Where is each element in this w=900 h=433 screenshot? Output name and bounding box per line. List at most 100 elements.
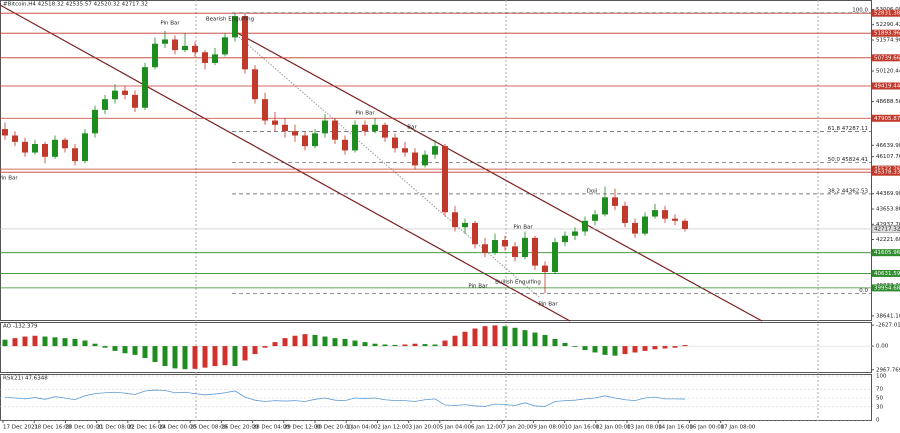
candle-body <box>312 133 318 147</box>
candle-body <box>202 52 208 63</box>
candle-body <box>232 16 238 38</box>
candle-body <box>582 220 588 232</box>
x-tick-label: 14 Jan 16:00 <box>658 425 693 431</box>
candle-body <box>522 237 528 258</box>
candle-body <box>192 45 198 53</box>
candle-body <box>62 139 68 149</box>
level-tag <box>872 54 900 62</box>
ao-bar <box>272 342 278 347</box>
ao-bar <box>32 335 38 347</box>
ao-panel <box>0 322 872 373</box>
x-tick-label: 2 Jan 12:00 <box>377 425 409 431</box>
candle-body <box>492 240 498 253</box>
candle-body <box>362 124 368 132</box>
x-tick-label: 18 Dec 16:00 <box>34 425 71 431</box>
ao-bar <box>582 346 588 351</box>
level-tag-label: 39954.68 <box>874 285 900 291</box>
ao-bar <box>462 331 468 347</box>
candle-body <box>252 69 258 100</box>
ao-bar <box>482 326 488 347</box>
rsi-tick-label: 100 <box>876 374 887 380</box>
annotation: Pin Bar <box>538 302 558 308</box>
candle-body <box>2 129 8 136</box>
candle-body <box>12 135 18 142</box>
candle-body <box>72 148 78 162</box>
ao-bar <box>422 344 428 347</box>
candle-body <box>122 90 128 95</box>
ao-bar <box>172 346 178 369</box>
candle-body <box>392 137 398 149</box>
ao-bar <box>192 346 198 369</box>
ao-bar <box>672 346 678 348</box>
ao-bar <box>612 346 618 356</box>
candle-body <box>432 146 438 155</box>
ao-bar <box>352 340 358 347</box>
candle-body <box>342 139 348 151</box>
candle-body <box>482 244 488 253</box>
y-tick-label: 50120.44 <box>876 69 900 75</box>
ao-bar <box>102 346 108 348</box>
x-tick-label: 20 Dec 00:00 <box>65 425 102 431</box>
y-tick-label: 42221.60 <box>876 237 900 243</box>
x-tick-label: 17 Jan 08:00 <box>721 425 756 431</box>
annotation: Pin Bar <box>160 21 180 27</box>
ao-bar <box>62 338 68 347</box>
x-tick-label: 25 Dec 08:00 <box>190 425 227 431</box>
ao-bar <box>652 346 658 350</box>
ao-bar <box>212 346 218 367</box>
level-tag-label: 50739.66 <box>874 55 900 61</box>
ao-bar <box>202 346 208 368</box>
x-tick-label: 26 Dec 20:00 <box>221 425 258 431</box>
ao-bar <box>22 336 28 347</box>
ao-bar <box>152 346 158 363</box>
ao-bar <box>262 346 268 348</box>
ao-bar <box>412 343 418 347</box>
candle-body <box>472 222 478 245</box>
candle-body <box>32 144 38 153</box>
x-tick-label: 7 Jan 20:00 <box>502 425 534 431</box>
main-panel <box>0 0 872 321</box>
candle-body <box>272 120 278 125</box>
level-tag-label: 52831.38 <box>874 11 900 17</box>
candle-body <box>52 139 58 157</box>
ao-bar <box>72 338 78 347</box>
x-tick-label: 13 Jan 08:00 <box>627 425 662 431</box>
last-price-tag <box>871 225 900 233</box>
candle-body <box>402 148 408 153</box>
level-tag-label: 47905.87 <box>874 116 900 122</box>
ao-bar <box>642 346 648 351</box>
level-tag-label: 45378.33 <box>874 170 900 176</box>
candle-body <box>262 99 268 121</box>
y-tick-label: 52290.42 <box>876 22 900 28</box>
ao-tick-label: 0.00 <box>876 344 889 350</box>
candle-body <box>182 45 188 51</box>
candle-body <box>282 124 288 132</box>
annotation: Pin Bar <box>355 111 375 117</box>
y-tick-label: 51574.90 <box>876 38 900 44</box>
candle-body <box>162 39 168 44</box>
rsi-tick-label: 30 <box>876 404 883 410</box>
ao-bar <box>472 328 478 347</box>
rsi-panel <box>0 374 872 421</box>
candle-body <box>332 120 338 140</box>
x-tick-label: 30 Dec 20:00 <box>315 425 352 431</box>
x-tick-label: 1 Jan 04:00 <box>346 425 378 431</box>
ao-bar <box>452 335 458 347</box>
fib-label: 38.2 44362.53 <box>828 188 869 194</box>
level-tag <box>872 9 900 17</box>
rsi-line <box>4 389 686 407</box>
candle-body <box>322 120 328 134</box>
level-tag-label: 41605.96 <box>874 250 900 256</box>
candle-body <box>112 90 118 100</box>
channel-line <box>231 29 763 322</box>
ao-bar <box>312 334 318 347</box>
fib-label: 100.0 <box>852 7 868 13</box>
annotation: Bearish Engulfing <box>206 17 254 23</box>
x-tick-label: 12 Jan 00:00 <box>596 425 631 431</box>
candle-body <box>672 218 678 221</box>
ao-bar <box>342 338 348 347</box>
level-tag <box>872 249 900 257</box>
x-tick-label: 16 Jan 00:00 <box>689 425 724 431</box>
candle-body <box>662 210 668 219</box>
ao-bar <box>682 345 688 347</box>
